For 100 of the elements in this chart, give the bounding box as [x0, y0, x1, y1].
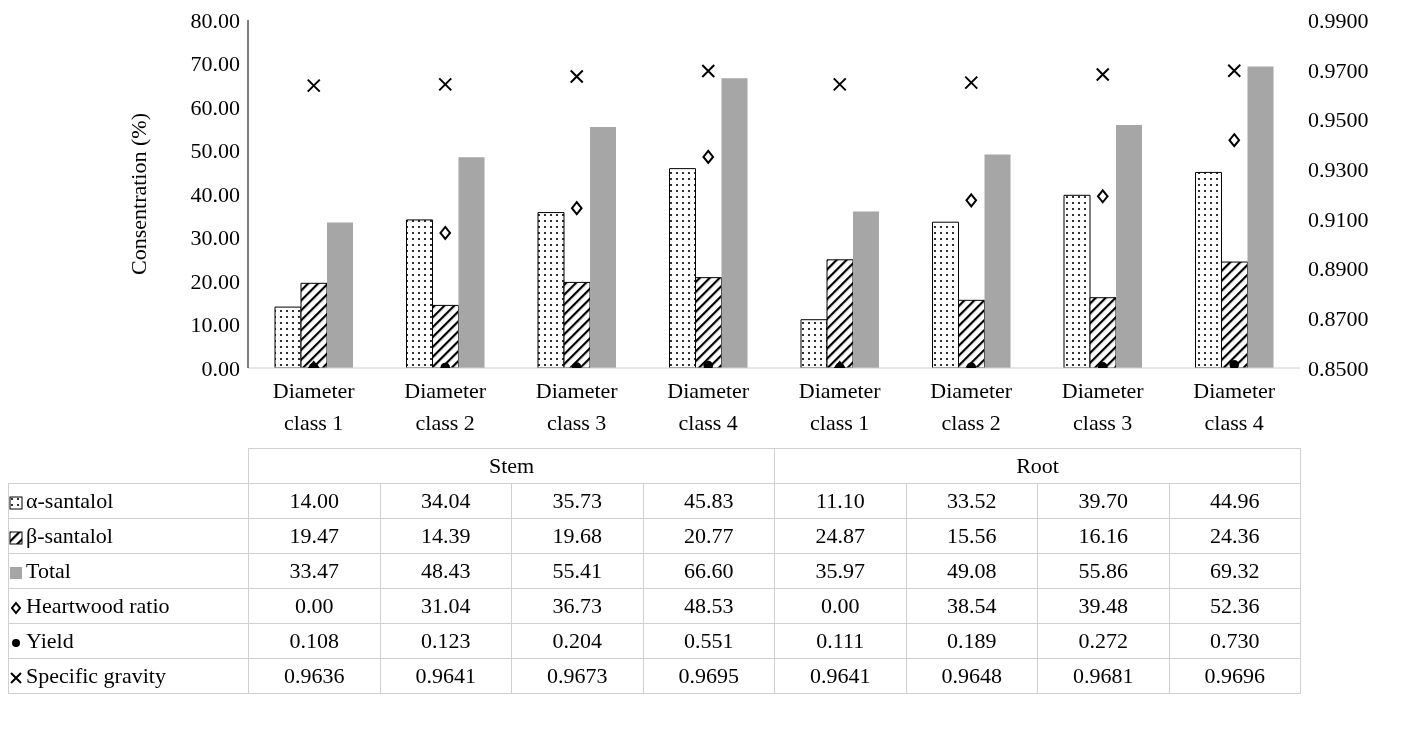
y-tick-label: 60.00 [190, 94, 240, 120]
data-label: 66.60 [643, 553, 775, 589]
bar [590, 126, 616, 368]
y2-tick-label: 0.9900 [1308, 7, 1369, 33]
y2-tick-label: 0.9300 [1308, 156, 1369, 182]
y-tick-label: 0.00 [201, 355, 240, 381]
data-label: 33.47 [248, 553, 380, 589]
data-label: 0.9648 [906, 658, 1038, 694]
bar [853, 211, 879, 368]
legend-label: Specific gravity [8, 658, 249, 694]
data-label: 38.54 [906, 588, 1038, 624]
data-label: 44.96 [1169, 483, 1301, 519]
x-tick-label: Diameter class 1 [798, 378, 882, 435]
data-label: 52.36 [1169, 588, 1301, 624]
point [964, 75, 979, 90]
bar [721, 78, 748, 368]
data-label: 69.32 [1169, 553, 1301, 589]
y2-tick-label: 0.9500 [1308, 107, 1369, 133]
data-label: 19.47 [248, 518, 380, 554]
point [306, 78, 321, 93]
point [832, 77, 847, 92]
bar [984, 154, 1011, 368]
data-label: 0.730 [1169, 623, 1301, 659]
y2-tick-label: 0.8500 [1308, 355, 1369, 381]
data-label: 55.86 [1037, 553, 1170, 589]
x-tick-label: Diameter class 3 [535, 378, 619, 435]
data-label: 35.73 [511, 483, 643, 519]
x-tick-label: Diameter class 2 [930, 378, 1013, 435]
y-tick-label: 20.00 [190, 268, 240, 294]
data-label: 35.97 [774, 553, 907, 589]
y-tick-label: 30.00 [190, 225, 240, 251]
y-tick-label: 40.00 [190, 181, 240, 207]
data-label: 31.04 [380, 588, 512, 624]
data-label: 20.77 [643, 518, 775, 554]
y2-tick-label: 0.9700 [1308, 57, 1369, 83]
data-label: 55.41 [511, 553, 643, 589]
data-label: 0.551 [643, 623, 775, 659]
data-label: 34.04 [380, 483, 512, 519]
point [965, 193, 978, 208]
data-label: 24.87 [774, 518, 907, 554]
point [1095, 67, 1110, 82]
data-label: 48.53 [643, 588, 775, 624]
data-label: 0.00 [248, 588, 380, 624]
point [703, 360, 714, 368]
data-label: 24.36 [1169, 518, 1301, 554]
data-label: 0.9696 [1169, 658, 1301, 694]
y-tick-label: 10.00 [190, 312, 240, 338]
data-label: 0.00 [774, 588, 907, 624]
text: Stem [248, 448, 775, 484]
legend-label: α-santalol [8, 483, 249, 519]
point [702, 149, 715, 164]
text: Root [774, 448, 1301, 484]
legend-label: β-santalol [8, 518, 249, 554]
legend-label: Heartwood ratio [8, 588, 249, 624]
data-label: 33.52 [906, 483, 1038, 519]
data-label: 0.272 [1037, 623, 1170, 659]
data-label: 0.108 [248, 623, 380, 659]
x-tick-label: Diameter class 3 [1061, 378, 1145, 435]
point [569, 69, 584, 84]
data-label: 0.111 [774, 623, 907, 659]
point [1228, 133, 1241, 148]
y2-tick-label: 0.9100 [1308, 206, 1369, 232]
bar [327, 222, 353, 368]
data-label: 11.10 [774, 483, 907, 519]
data-label: 0.9673 [511, 658, 643, 694]
x-tick-label: Diameter class 2 [404, 378, 487, 435]
data-label: 0.9636 [248, 658, 380, 694]
data-label: 48.43 [380, 553, 512, 589]
point [438, 77, 453, 92]
point [439, 225, 452, 240]
data-label: 14.00 [248, 483, 380, 519]
x-tick-label: Diameter class 1 [272, 378, 356, 435]
bar [1116, 125, 1142, 368]
legend-label: Yield [8, 623, 249, 659]
y-tick-label: 70.00 [190, 51, 240, 77]
data-label: 0.9695 [643, 658, 775, 694]
data-label: 0.9641 [380, 658, 512, 694]
point [570, 201, 583, 216]
data-label: 0.123 [380, 623, 512, 659]
data-label: 39.48 [1037, 588, 1170, 624]
y2-tick-label: 0.8700 [1308, 306, 1369, 332]
point [701, 63, 716, 78]
data-label: 49.08 [906, 553, 1038, 589]
y-tick-label: 80.00 [190, 7, 240, 33]
legend-label: Total [8, 553, 249, 589]
point [1096, 189, 1109, 204]
x-tick-label: Diameter class 4 [667, 378, 750, 435]
data-label: 14.39 [380, 518, 512, 554]
point [1229, 360, 1240, 368]
data-label: 36.73 [511, 588, 643, 624]
data-label: 0.9681 [1037, 658, 1170, 694]
y2-tick-label: 0.8900 [1308, 256, 1369, 282]
data-label: 0.189 [906, 623, 1038, 659]
data-label: 19.68 [511, 518, 643, 554]
point [1227, 63, 1242, 78]
x-tick-label: Diameter class 4 [1193, 378, 1276, 435]
y-tick-label: 50.00 [190, 138, 240, 164]
bar [458, 157, 485, 368]
data-label: 0.204 [511, 623, 643, 659]
data-label: 16.16 [1037, 518, 1170, 554]
